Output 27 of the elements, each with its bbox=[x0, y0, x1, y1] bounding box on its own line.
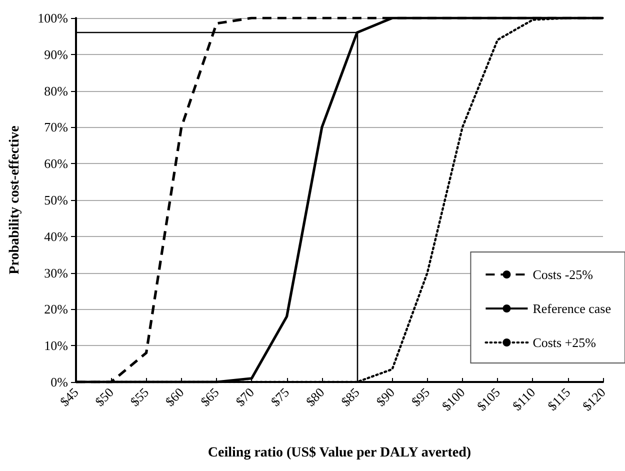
x-tick-label: $85 bbox=[338, 384, 362, 410]
x-tick-label: $60 bbox=[162, 384, 187, 410]
y-tick-label: 30% bbox=[44, 265, 68, 280]
x-tick-label: $50 bbox=[92, 384, 116, 410]
y-tick-label: 60% bbox=[44, 156, 68, 172]
x-tick-label: $75 bbox=[268, 384, 292, 410]
x-tick-label: $110 bbox=[509, 384, 538, 414]
x-tick-label: $80 bbox=[302, 384, 328, 410]
x-tick-label: $70 bbox=[232, 384, 257, 410]
x-tick-label: $65 bbox=[197, 384, 222, 410]
legend-label: Costs -25% bbox=[532, 267, 594, 282]
y-tick-label: 10% bbox=[44, 338, 68, 354]
y-tick-label: 40% bbox=[44, 228, 68, 244]
legend-label: Reference case bbox=[532, 301, 612, 316]
y-tick-label: 80% bbox=[44, 83, 68, 98]
x-tick-label: $90 bbox=[373, 384, 398, 410]
y-tick-label: 50% bbox=[44, 192, 68, 208]
legend-label: Costs +25% bbox=[532, 335, 596, 350]
y-tick-label: 100% bbox=[38, 10, 68, 26]
x-tick-label: $95 bbox=[408, 384, 433, 410]
x-tick-label: $55 bbox=[127, 384, 152, 410]
y-tick-label: 0% bbox=[50, 374, 68, 390]
x-axis-title: Ceiling ratio (US$ Value per DALY averted) bbox=[208, 446, 472, 460]
y-tick-label: 70% bbox=[44, 120, 68, 135]
y-tick-label: 20% bbox=[44, 302, 68, 317]
y-tick-label: 90% bbox=[44, 46, 68, 62]
y-axis-title: Probability cost-effective bbox=[8, 126, 22, 274]
